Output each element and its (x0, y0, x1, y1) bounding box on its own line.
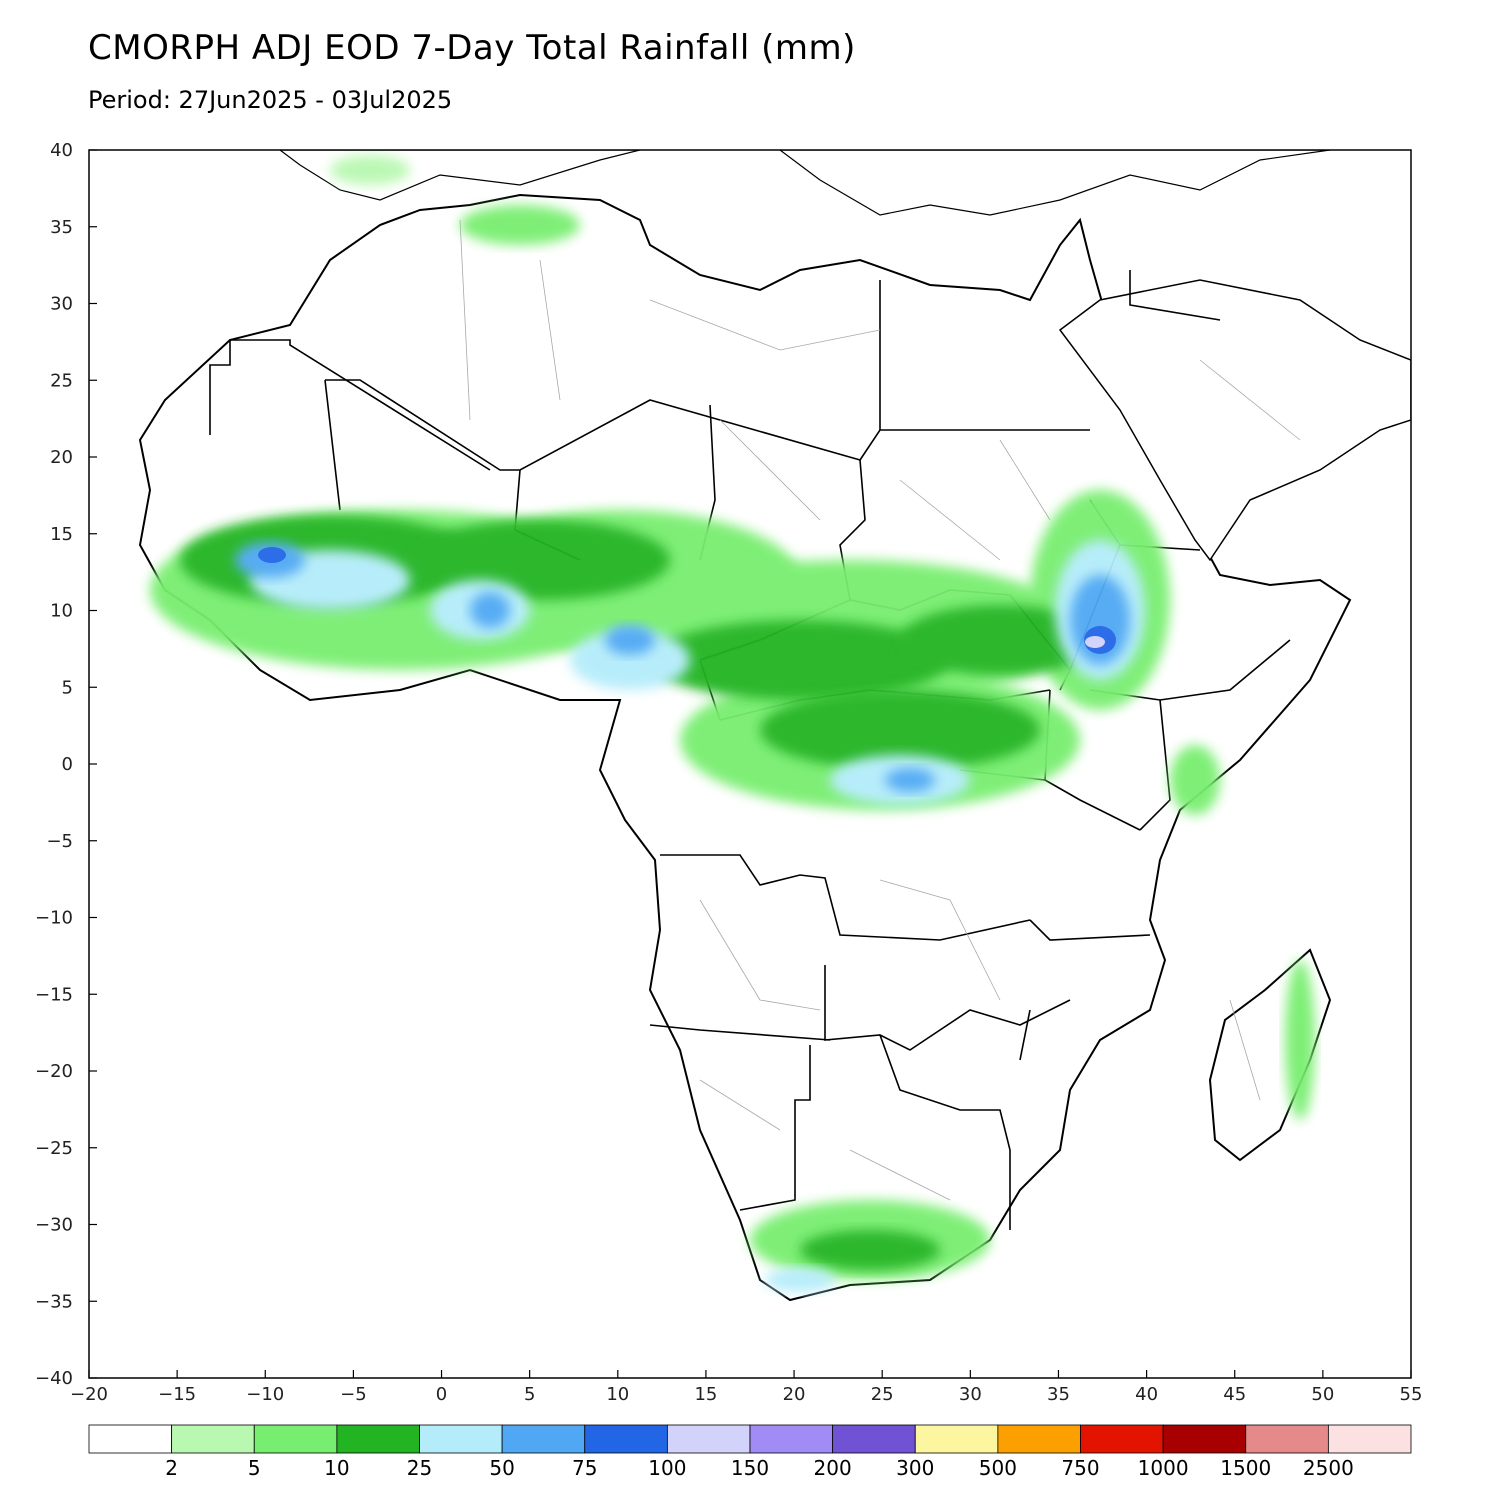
colorbar-label: 500 (979, 1456, 1017, 1480)
lat-tick-label: −30 (35, 1215, 73, 1236)
colorbar-label: 150 (731, 1456, 769, 1480)
colorbar-swatch (253, 1424, 338, 1454)
colorbar-label: 2500 (1303, 1456, 1354, 1480)
colorbar-label: 100 (648, 1456, 686, 1480)
colorbar-label: 10 (324, 1456, 349, 1480)
lat-tick-label: −20 (35, 1061, 73, 1082)
colorbar-label: 1500 (1220, 1456, 1271, 1480)
lat-tick-label: 30 (50, 294, 73, 315)
lat-tick-label: 15 (50, 524, 73, 545)
lat-tick-label: −5 (46, 831, 73, 852)
period-subtitle: Period: 27Jun2025 - 03Jul2025 (88, 86, 453, 114)
lon-tick-label: 20 (783, 1384, 806, 1405)
lat-tick-label: −35 (35, 1291, 73, 1312)
colorbar-swatch (666, 1424, 751, 1454)
lat-tick-label: −15 (35, 984, 73, 1005)
colorbar-swatch (336, 1424, 420, 1454)
colorbar-label: 200 (814, 1456, 852, 1480)
lat-tick-label: 5 (62, 677, 73, 698)
lat-tick-label: −10 (35, 908, 73, 929)
colorbar-swatch (1162, 1424, 1247, 1454)
longitude-axis: −20 −15 −10 −5 0 5 10 15 20 25 30 35 40 45 50 55 (70, 1370, 1422, 1405)
colorbar-label: 300 (896, 1456, 934, 1480)
lon-tick-label: −10 (246, 1384, 284, 1405)
lon-tick-label: 30 (959, 1384, 982, 1405)
colorbar-swatch (1245, 1424, 1329, 1454)
colorbar-label: 1000 (1138, 1456, 1189, 1480)
lat-tick-label: 35 (50, 217, 73, 238)
admin-borders (459, 219, 1301, 1201)
colorbar-swatch (584, 1424, 668, 1454)
lon-tick-label: 55 (1400, 1384, 1423, 1405)
lat-tick-label: −40 (35, 1368, 73, 1389)
europe-coastline (279, 150, 1331, 216)
colorbar-label: 50 (489, 1456, 514, 1480)
rainfall-field (150, 155, 1315, 1292)
colorbar-swatch (1327, 1424, 1412, 1454)
colorbar-label: 5 (248, 1456, 261, 1480)
lat-tick-label: 25 (50, 370, 73, 391)
colorbar-swatch (1080, 1424, 1164, 1454)
lon-tick-label: 5 (524, 1384, 535, 1405)
colorbar-swatch (88, 1424, 173, 1454)
colorbar-swatch (419, 1424, 503, 1454)
colorbar: 2 5 10 25 50 75 100 150 200 300 500 750 1000 1500 2500 (88, 1424, 1412, 1480)
lat-tick-label: 20 (50, 447, 73, 468)
lon-tick-label: 35 (1047, 1384, 1070, 1405)
lat-tick-label: 40 (50, 140, 73, 161)
colorbar-swatch (997, 1424, 1081, 1454)
lon-tick-label: 0 (436, 1384, 447, 1405)
lon-tick-label: 10 (606, 1384, 629, 1405)
lat-tick-label: −25 (35, 1138, 73, 1159)
lon-tick-label: 40 (1135, 1384, 1158, 1405)
lat-tick-label: 10 (50, 601, 73, 622)
colorbar-swatch (501, 1424, 586, 1454)
colorbar-swatch (914, 1424, 999, 1454)
lat-tick-label: 0 (62, 754, 73, 775)
colorbar-label: 25 (407, 1456, 432, 1480)
colorbar-swatch (171, 1424, 255, 1454)
lon-tick-label: 45 (1223, 1384, 1246, 1405)
colorbar-swatch (749, 1424, 834, 1454)
map-title: CMORPH ADJ EOD 7-Day Total Rainfall (mm) (88, 28, 856, 68)
colorbar-label: 75 (572, 1456, 597, 1480)
lon-tick-label: −15 (158, 1384, 196, 1405)
lon-tick-label: 25 (871, 1384, 894, 1405)
colorbar-label: 2 (165, 1456, 178, 1480)
latitude-axis: 40 35 30 25 20 15 10 5 0 −5 −10 −15 −20 −25 −30 −35 −40 (35, 140, 97, 1389)
lon-tick-label: −20 (70, 1384, 108, 1405)
lon-tick-label: 15 (694, 1384, 717, 1405)
lon-tick-label: 50 (1311, 1384, 1334, 1405)
arabia-coastline (1058, 279, 1411, 562)
colorbar-swatch (832, 1424, 916, 1454)
colorbar-label: 750 (1061, 1456, 1099, 1480)
lon-tick-label: −5 (340, 1384, 367, 1405)
